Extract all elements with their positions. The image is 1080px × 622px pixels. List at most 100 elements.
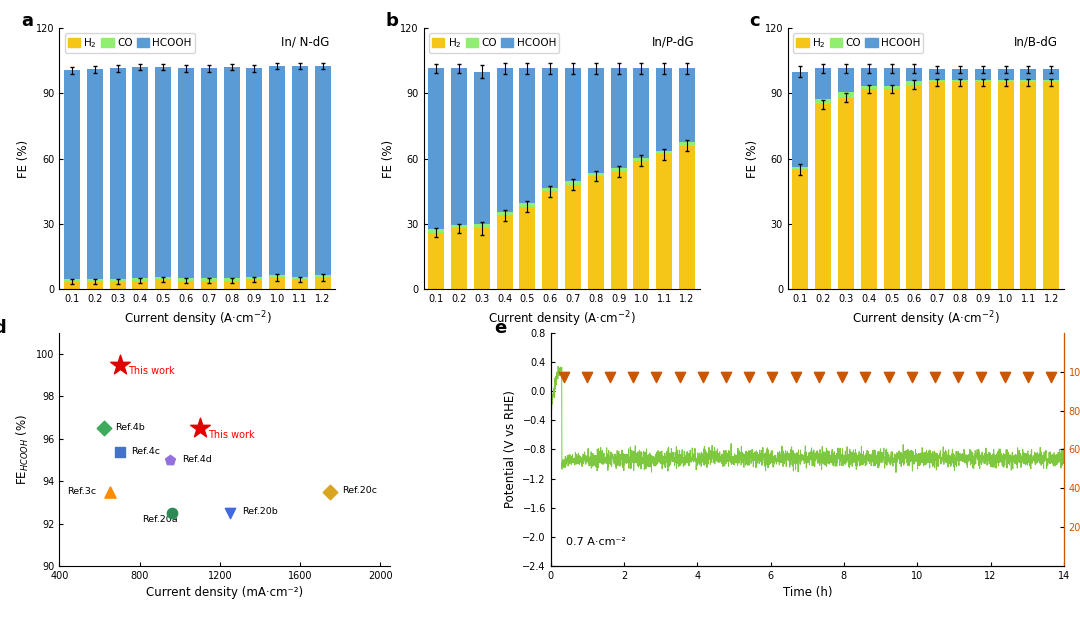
- Point: [717, 373, 734, 383]
- Bar: [1021, 82, 1037, 289]
- Bar: [451, 68, 467, 225]
- Bar: [883, 86, 900, 89]
- Text: a: a: [21, 12, 32, 30]
- Bar: [1021, 80, 1037, 82]
- Bar: [793, 72, 809, 167]
- Point: [648, 373, 665, 383]
- Point: [903, 373, 920, 383]
- Bar: [565, 185, 581, 289]
- Bar: [634, 157, 649, 160]
- Text: Ref.20a: Ref.20a: [141, 515, 177, 524]
- Bar: [610, 169, 626, 172]
- Point: [602, 373, 619, 383]
- Bar: [497, 215, 513, 289]
- Bar: [64, 279, 80, 282]
- Bar: [588, 176, 604, 289]
- Bar: [975, 82, 990, 289]
- Bar: [86, 70, 103, 279]
- Bar: [838, 98, 854, 289]
- Point: [1042, 373, 1059, 383]
- Bar: [451, 228, 467, 289]
- Bar: [428, 68, 444, 230]
- Bar: [588, 68, 604, 173]
- Y-axis label: Potential (V vs RHE): Potential (V vs RHE): [504, 391, 517, 508]
- Bar: [497, 68, 513, 212]
- Text: Ref.3c: Ref.3c: [67, 487, 96, 496]
- Bar: [565, 68, 581, 182]
- Text: Ref.4d: Ref.4d: [181, 455, 212, 465]
- Bar: [815, 68, 832, 99]
- Point: [163, 508, 180, 518]
- Bar: [657, 151, 672, 154]
- Bar: [565, 182, 581, 185]
- Bar: [314, 277, 330, 289]
- Point: [624, 373, 642, 383]
- Text: In/B-dG: In/B-dG: [1014, 36, 1058, 49]
- Bar: [292, 277, 308, 279]
- Bar: [497, 212, 513, 215]
- Y-axis label: FE$_{HCOOH}$ (%): FE$_{HCOOH}$ (%): [14, 414, 30, 485]
- Bar: [634, 160, 649, 289]
- Bar: [861, 68, 877, 86]
- Bar: [679, 68, 696, 142]
- Bar: [269, 275, 285, 277]
- Bar: [474, 228, 489, 289]
- Point: [671, 373, 688, 383]
- Bar: [109, 282, 125, 289]
- Bar: [998, 80, 1014, 82]
- Point: [322, 487, 339, 497]
- Bar: [610, 172, 626, 289]
- Y-axis label: FE (%): FE (%): [17, 139, 30, 178]
- Point: [810, 373, 827, 383]
- Point: [694, 373, 712, 383]
- Point: [927, 373, 944, 383]
- Bar: [975, 80, 990, 82]
- Bar: [246, 68, 262, 277]
- Bar: [133, 281, 148, 289]
- Bar: [1043, 70, 1059, 80]
- Text: Ref.4c: Ref.4c: [132, 447, 161, 456]
- Y-axis label: FE (%): FE (%): [381, 139, 394, 178]
- Bar: [246, 277, 262, 279]
- Bar: [953, 70, 968, 80]
- Bar: [838, 92, 854, 98]
- Bar: [519, 203, 536, 207]
- Bar: [178, 68, 194, 279]
- Bar: [815, 99, 832, 104]
- Bar: [519, 68, 536, 203]
- X-axis label: Current density (A·cm$^{-2}$): Current density (A·cm$^{-2}$): [852, 310, 1000, 329]
- X-axis label: Current density (A·cm$^{-2}$): Current density (A·cm$^{-2}$): [488, 310, 635, 329]
- Text: Ref.20c: Ref.20c: [342, 486, 377, 495]
- Bar: [679, 142, 696, 146]
- Text: Ref.4b: Ref.4b: [116, 422, 146, 432]
- Bar: [156, 277, 171, 279]
- Bar: [906, 85, 922, 289]
- Point: [764, 373, 781, 383]
- X-axis label: Current density (A·cm$^{-2}$): Current density (A·cm$^{-2}$): [123, 310, 271, 329]
- Text: e: e: [495, 318, 507, 337]
- Bar: [133, 278, 148, 281]
- Bar: [86, 279, 103, 282]
- Bar: [861, 86, 877, 89]
- Bar: [474, 224, 489, 228]
- Bar: [269, 66, 285, 275]
- Bar: [953, 80, 968, 82]
- Text: 0.7 A·cm⁻²: 0.7 A·cm⁻²: [566, 537, 626, 547]
- Bar: [657, 68, 672, 151]
- Point: [100, 487, 118, 497]
- Legend: H$_2$, CO, HCOOH: H$_2$, CO, HCOOH: [429, 33, 559, 53]
- Bar: [883, 89, 900, 289]
- Point: [787, 373, 805, 383]
- Point: [111, 360, 129, 369]
- Bar: [1043, 80, 1059, 82]
- Bar: [86, 282, 103, 289]
- Text: b: b: [384, 12, 397, 30]
- Bar: [451, 225, 467, 228]
- Bar: [156, 279, 171, 289]
- X-axis label: Current density (mA·cm⁻²): Current density (mA·cm⁻²): [146, 587, 303, 600]
- Text: In/P-dG: In/P-dG: [651, 36, 694, 49]
- Bar: [815, 104, 832, 289]
- Text: Ref.20b: Ref.20b: [242, 508, 278, 516]
- Y-axis label: FE (%): FE (%): [746, 139, 759, 178]
- Bar: [109, 279, 125, 282]
